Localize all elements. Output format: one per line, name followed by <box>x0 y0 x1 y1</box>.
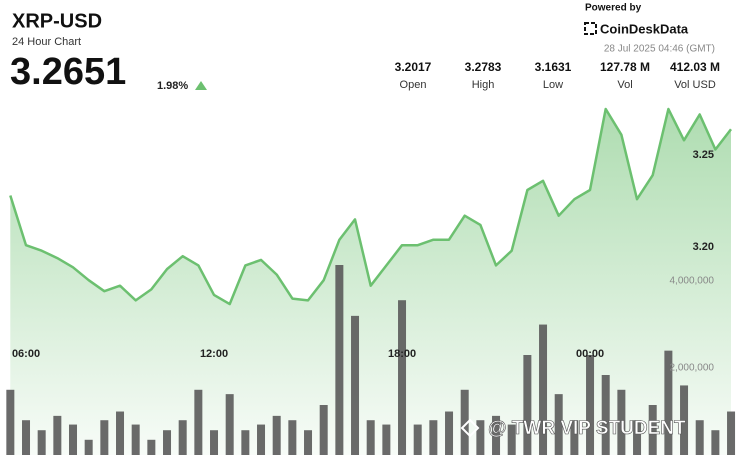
volume-bar <box>178 420 187 455</box>
volume-bar <box>601 375 610 455</box>
volume-bar <box>695 420 704 455</box>
stat-value: 412.03 M <box>670 60 720 74</box>
y-tick-label: 3.25 <box>693 149 714 161</box>
volume-bar <box>727 411 736 455</box>
volume-bar <box>131 424 140 455</box>
stat-value: 3.2783 <box>465 60 502 74</box>
volume-bar <box>194 389 203 455</box>
change: 1.98% <box>157 80 188 92</box>
volume-bar <box>335 265 344 455</box>
y2-tick-label: 2,000,000 <box>670 363 715 374</box>
subtitle: 24 Hour Chart <box>12 36 81 48</box>
volume-bar <box>382 424 391 455</box>
volume-bar <box>398 300 407 455</box>
label-layer: 3.20 3.25 2,000,000 4,000,000 06:00 12:00 18:0… <box>12 149 714 374</box>
volume-bar <box>539 324 548 455</box>
volume-bar <box>288 420 297 455</box>
volume-bar <box>711 430 720 455</box>
watermark-text: @ TWR VIP STUDENT <box>488 418 686 439</box>
price-area <box>10 109 732 455</box>
volume-bar <box>100 420 109 455</box>
volume-bar <box>257 424 266 455</box>
volume-bar <box>445 411 454 455</box>
bar-layer <box>6 265 736 455</box>
title: XRP-USD <box>12 10 102 32</box>
volume-bar <box>84 439 93 455</box>
volume-bar <box>586 355 595 455</box>
volume-bar <box>492 415 501 455</box>
volume-bar <box>37 430 46 455</box>
price-line <box>9 107 732 306</box>
stat-label: Vol USD <box>674 79 716 91</box>
volume-bar <box>429 420 438 455</box>
watermark: @ TWR VIP STUDENT <box>460 418 686 439</box>
volume-bar <box>225 394 234 455</box>
volume-bar <box>523 355 532 455</box>
volume-bar <box>554 394 563 455</box>
volume-bar <box>633 420 642 455</box>
volume-bar <box>413 424 422 455</box>
volume-bar <box>460 389 469 455</box>
y-tick-label: 3.20 <box>693 241 714 253</box>
area-layer <box>10 109 732 455</box>
stat-value: 3.2017 <box>395 60 432 74</box>
volume-bar <box>319 405 328 455</box>
x-tick-label: 00:00 <box>576 348 604 360</box>
y2-tick-label: 4,000,000 <box>670 276 715 287</box>
volume-bar <box>476 420 485 455</box>
volume-bar <box>570 420 579 455</box>
volume-bar <box>680 385 689 455</box>
stat-label: Low <box>543 79 563 91</box>
price: 3.2651 <box>10 51 126 93</box>
stat-label: Vol <box>617 79 632 91</box>
volume-bar <box>22 420 31 455</box>
volume-bar <box>163 430 172 455</box>
stats: 3.2017 Open 3.2783 High 3.1631 Low 127.78 M Vol… <box>395 60 720 91</box>
volume-bar <box>366 420 375 455</box>
volume-bar <box>6 389 15 455</box>
stat-value: 127.78 M <box>600 60 650 74</box>
brand: CoinDeskData <box>600 21 689 36</box>
volume-bar <box>351 315 360 455</box>
volume-bar <box>147 439 156 455</box>
stat-label: Open <box>400 79 427 91</box>
volume-bar <box>272 415 281 455</box>
timestamp: 28 Jul 2025 04:46 (GMT) <box>604 44 715 55</box>
stat-label: High <box>472 79 495 91</box>
up-arrow <box>195 81 207 90</box>
plot-area: 3.20 3.25 2,000,000 4,000,000 06:00 12:00 18:0… <box>6 107 736 455</box>
brand-logo <box>584 22 597 35</box>
volume-bar <box>648 405 657 455</box>
volume-bar <box>304 430 313 455</box>
volume-bar <box>664 350 673 455</box>
volume-bar <box>210 430 219 455</box>
line-layer <box>9 107 732 306</box>
x-tick-label: 18:00 <box>388 348 416 360</box>
x-tick-label: 06:00 <box>12 348 40 360</box>
volume-bar <box>617 389 626 455</box>
powered-by: Powered by <box>585 3 642 14</box>
volume-bar <box>53 415 62 455</box>
volume-bar <box>241 430 250 455</box>
stat-value: 3.1631 <box>535 60 572 74</box>
volume-bar <box>507 424 516 455</box>
volume-bar <box>69 424 78 455</box>
x-tick-label: 12:00 <box>200 348 228 360</box>
volume-bar <box>116 411 125 455</box>
